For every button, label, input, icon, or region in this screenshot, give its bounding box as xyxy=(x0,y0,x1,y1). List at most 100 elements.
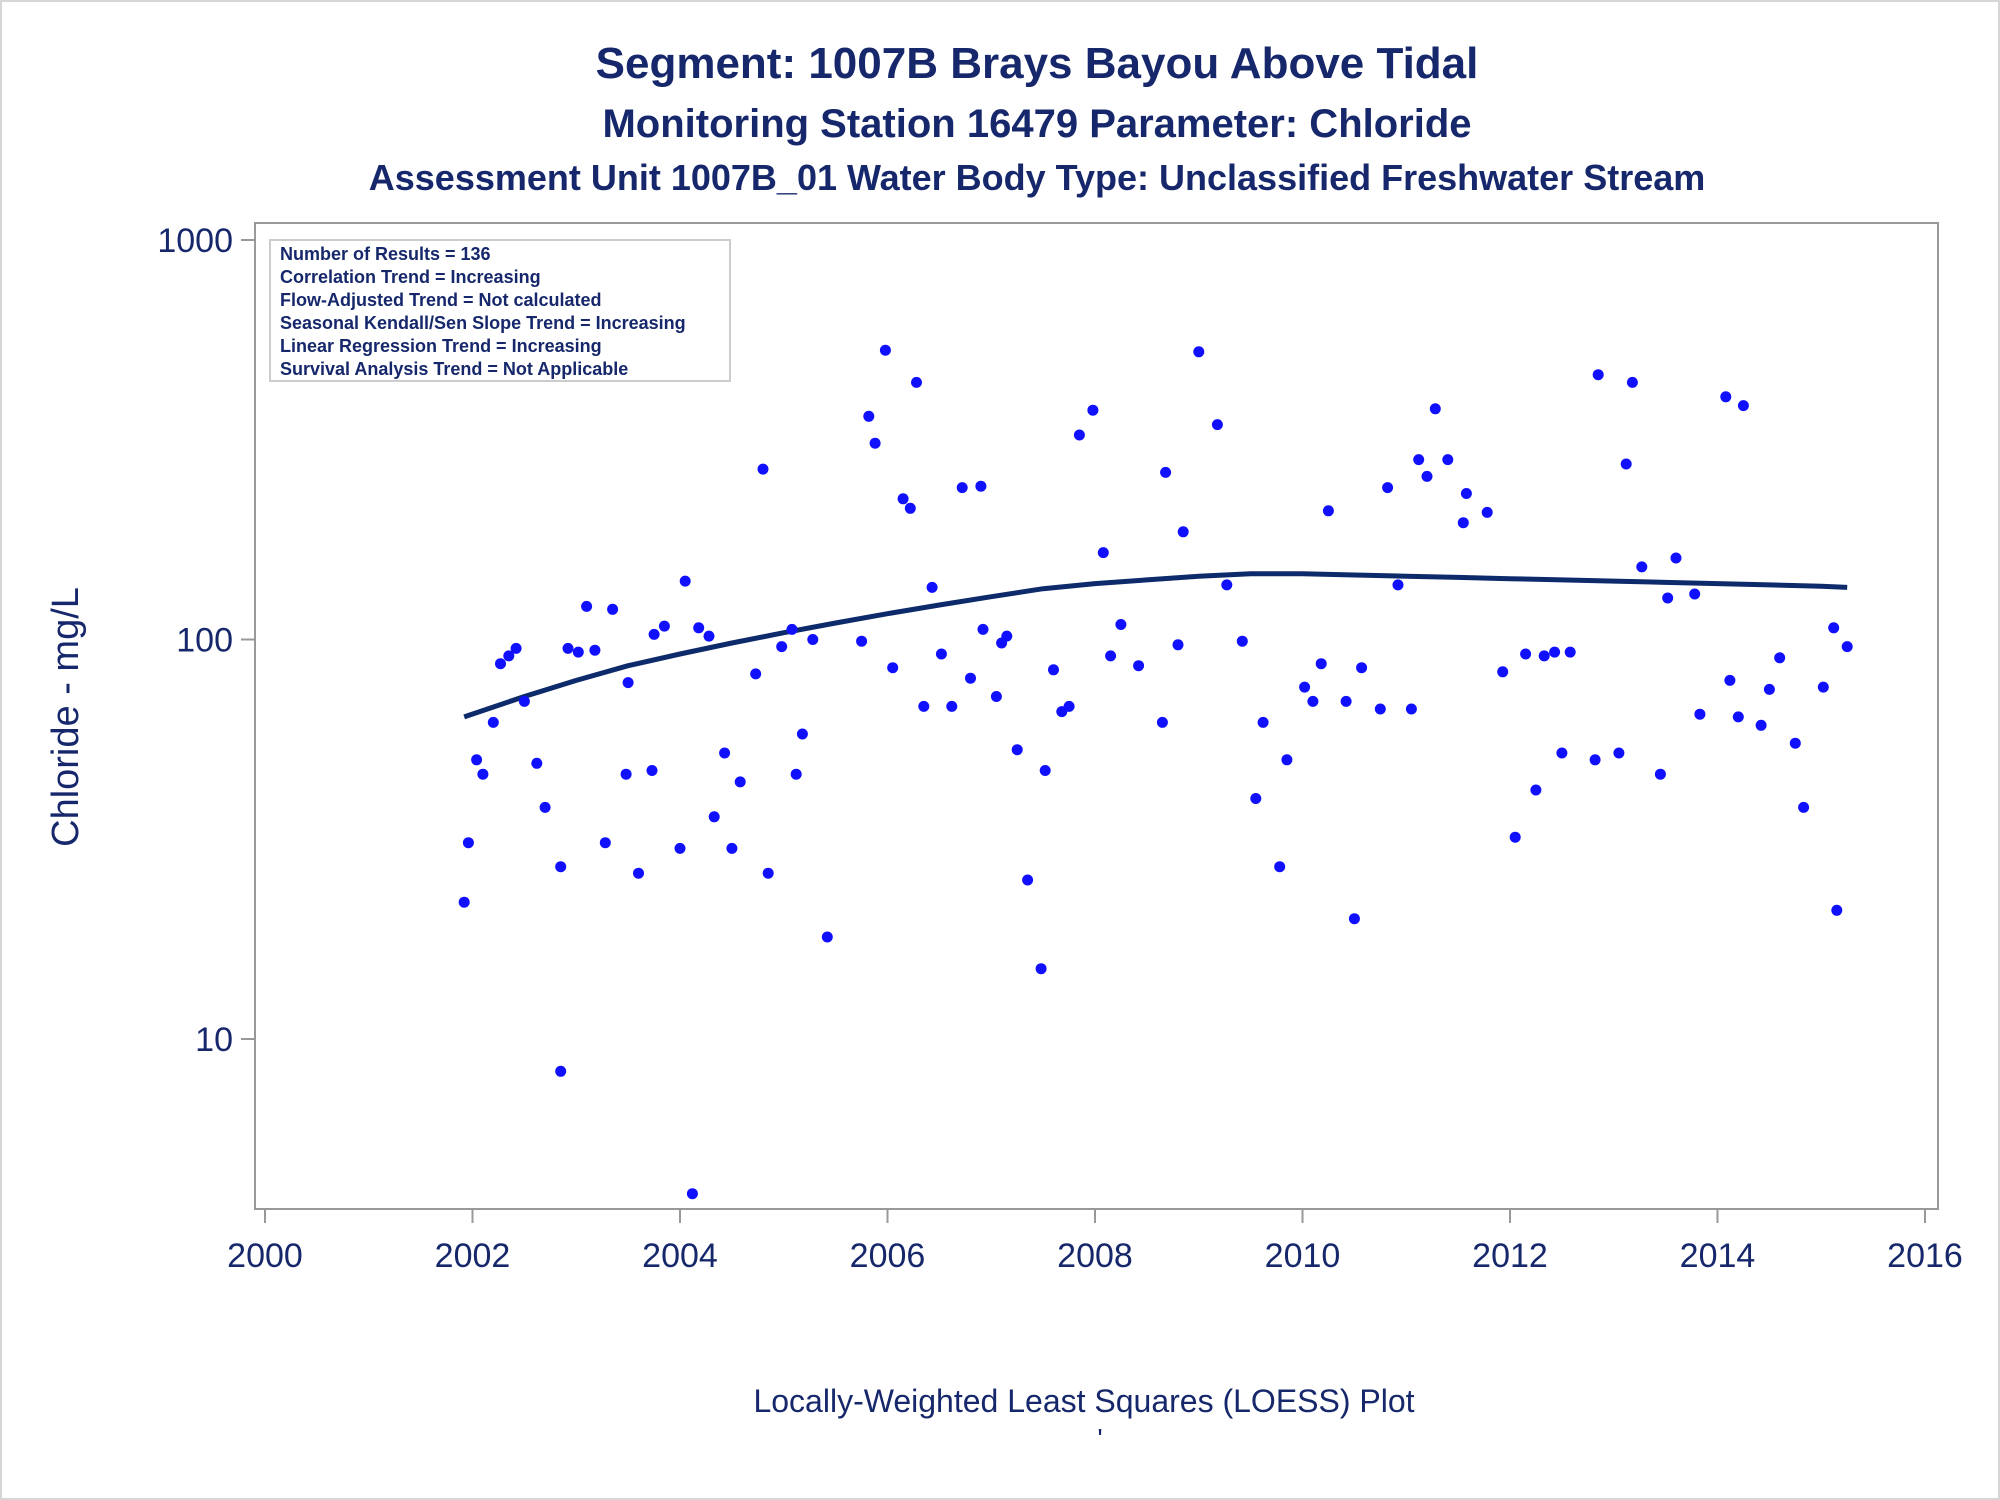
data-point xyxy=(1236,635,1248,647)
data-point xyxy=(1520,648,1532,660)
data-point xyxy=(555,861,567,873)
data-point xyxy=(1442,454,1454,466)
data-point xyxy=(1105,650,1117,662)
data-point xyxy=(975,480,987,492)
data-point xyxy=(1817,681,1829,693)
data-point xyxy=(1589,754,1601,766)
data-point xyxy=(1177,526,1189,538)
data-point xyxy=(1340,695,1352,707)
data-point xyxy=(1592,369,1604,381)
data-point xyxy=(633,867,644,879)
data-point xyxy=(1538,650,1550,662)
data-point xyxy=(607,603,619,615)
data-point xyxy=(1274,861,1286,873)
x-tick-label: 2014 xyxy=(1680,1237,1756,1275)
data-point xyxy=(487,716,499,728)
data-point xyxy=(1798,801,1810,813)
data-point xyxy=(1620,458,1632,470)
y-tick-label: 100 xyxy=(176,622,233,660)
data-point xyxy=(869,437,881,449)
data-point xyxy=(897,493,909,505)
data-point xyxy=(1348,913,1360,925)
data-point xyxy=(620,768,632,780)
data-point xyxy=(531,757,543,769)
data-point xyxy=(1549,646,1561,658)
data-point xyxy=(1689,588,1701,600)
data-point xyxy=(911,376,922,388)
data-point xyxy=(674,842,686,854)
data-point xyxy=(1133,660,1145,672)
data-point xyxy=(1841,641,1853,653)
footnote-mark: ' xyxy=(1097,1423,1102,1454)
data-point xyxy=(658,620,670,632)
data-point xyxy=(1694,708,1706,720)
data-point xyxy=(562,642,574,654)
data-point xyxy=(821,931,833,943)
data-point xyxy=(1626,376,1638,388)
data-point xyxy=(790,768,802,780)
chart-subtitle-station: Monitoring Station 16479 Parameter: Chlo… xyxy=(602,102,1471,146)
data-point xyxy=(646,765,658,776)
data-point xyxy=(539,801,551,813)
data-point xyxy=(1307,695,1319,707)
data-point xyxy=(510,642,522,654)
data-point xyxy=(935,648,947,660)
data-point xyxy=(1392,579,1404,591)
data-point xyxy=(879,344,891,356)
data-point xyxy=(555,1065,567,1077)
data-point xyxy=(734,776,746,788)
data-point xyxy=(762,867,774,879)
info-linear-regression-trend: Linear Regression Trend = Increasing xyxy=(280,336,602,356)
data-point xyxy=(887,662,899,674)
data-point xyxy=(581,600,593,612)
data-point xyxy=(1662,592,1674,604)
data-point xyxy=(807,634,819,645)
data-point xyxy=(719,747,731,759)
data-point xyxy=(1193,346,1205,358)
data-point xyxy=(1211,419,1223,431)
data-point xyxy=(1257,716,1269,728)
data-point xyxy=(750,668,762,680)
data-point xyxy=(1774,652,1786,664)
y-axis: 10 100 1000 xyxy=(157,222,255,1059)
y-tick-label: 10 xyxy=(195,1021,233,1059)
data-point xyxy=(956,482,968,494)
data-point xyxy=(1022,874,1034,886)
data-point xyxy=(1732,711,1744,723)
data-point xyxy=(1299,681,1311,693)
data-point xyxy=(757,463,769,475)
info-survival-analysis-trend: Survival Analysis Trend = Not Applicable xyxy=(280,359,628,379)
data-point xyxy=(1481,506,1493,518)
data-point xyxy=(458,896,470,908)
data-point xyxy=(1457,517,1469,529)
y-axis-label: Chloride - mg/L xyxy=(45,587,87,847)
x-tick-label: 2008 xyxy=(1057,1237,1133,1275)
data-point xyxy=(977,623,989,635)
data-point xyxy=(1250,793,1262,804)
data-point xyxy=(1828,622,1840,634)
chart-title: Segment: 1007B Brays Bayou Above Tidal xyxy=(596,39,1479,88)
chart-subtitle-assessment: Assessment Unit 1007B_01 Water Body Type… xyxy=(369,157,1706,198)
data-point xyxy=(1737,400,1749,412)
data-point xyxy=(726,842,738,854)
data-point xyxy=(1156,716,1168,728)
data-point xyxy=(1382,482,1394,494)
data-point xyxy=(1374,703,1386,715)
data-point xyxy=(1039,765,1051,776)
data-point xyxy=(856,635,868,647)
data-point xyxy=(904,502,916,514)
data-point xyxy=(990,691,1002,702)
info-seasonal-kendall-trend: Seasonal Kendall/Sen Slope Trend = Incre… xyxy=(280,313,686,333)
data-point xyxy=(622,677,634,689)
data-point xyxy=(1097,547,1109,559)
data-point xyxy=(1073,429,1085,441)
data-point xyxy=(1160,466,1172,478)
data-point xyxy=(686,1188,698,1200)
data-point xyxy=(1460,488,1472,499)
x-tick-label: 2016 xyxy=(1887,1237,1963,1275)
info-number-of-results: Number of Results = 136 xyxy=(280,244,491,264)
x-tick-label: 2006 xyxy=(850,1237,926,1275)
data-point xyxy=(462,837,474,849)
data-point xyxy=(1556,747,1568,759)
